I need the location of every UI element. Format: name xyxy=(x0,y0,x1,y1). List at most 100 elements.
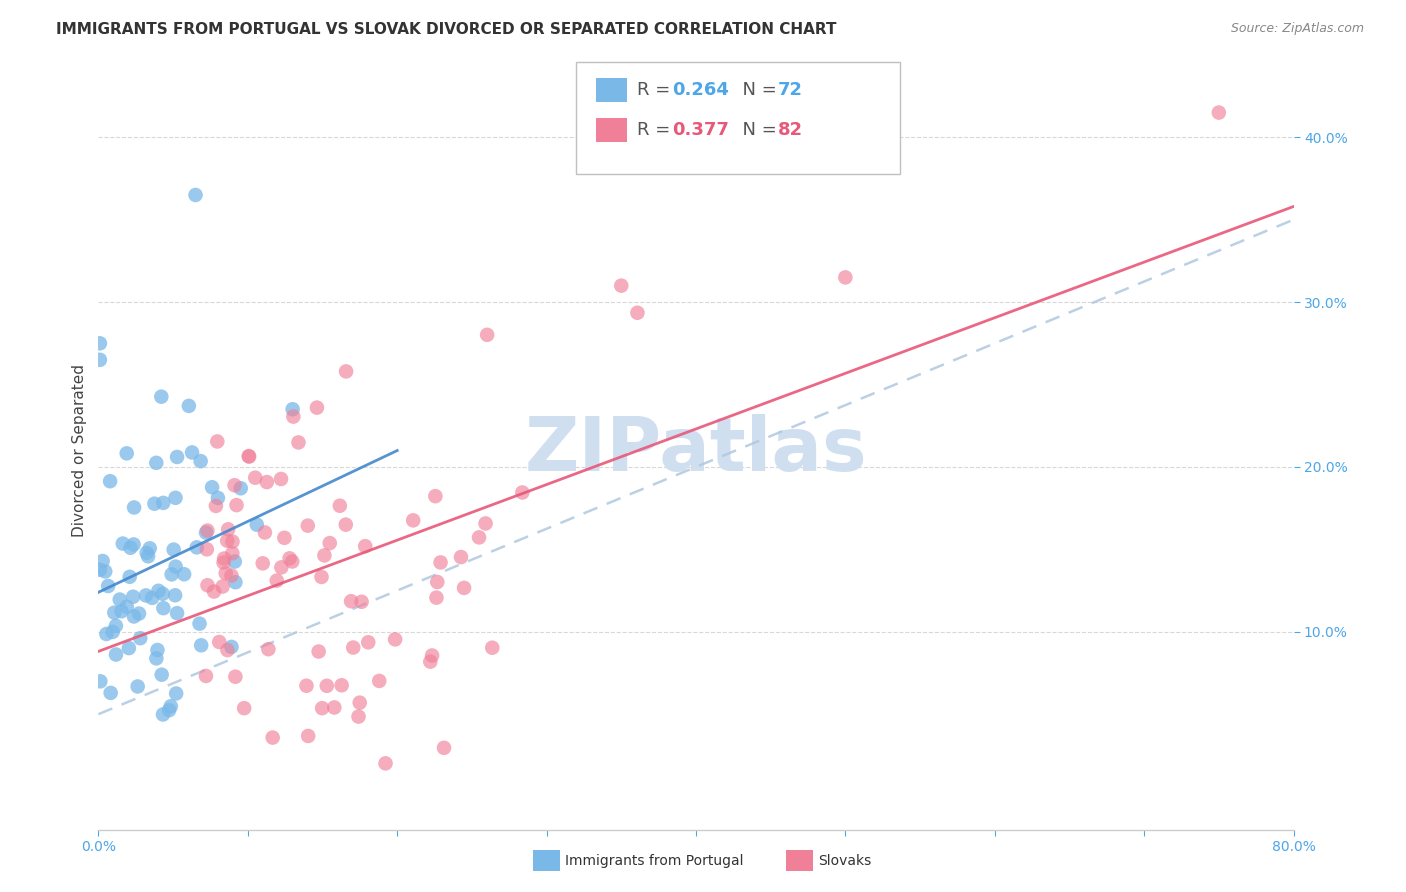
Point xyxy=(335,364,357,378)
Point xyxy=(157,703,180,717)
Point xyxy=(108,592,131,607)
Point xyxy=(115,446,138,460)
Point xyxy=(481,640,503,655)
Point xyxy=(120,541,142,555)
Point xyxy=(104,648,127,662)
Point xyxy=(96,627,118,641)
Point xyxy=(315,679,337,693)
Point xyxy=(208,635,231,649)
Point xyxy=(163,542,186,557)
Point xyxy=(429,556,451,570)
Point xyxy=(350,595,373,609)
Text: 0.264: 0.264 xyxy=(672,81,728,99)
Point xyxy=(143,497,166,511)
Point xyxy=(141,591,163,605)
Text: N =: N = xyxy=(731,121,783,139)
Point xyxy=(224,555,246,569)
Point xyxy=(207,491,229,505)
Point xyxy=(188,616,211,631)
Point xyxy=(152,707,174,722)
Point xyxy=(305,401,328,415)
Point xyxy=(89,563,111,577)
Point xyxy=(159,699,181,714)
Point xyxy=(184,188,207,202)
Point xyxy=(111,536,134,550)
Point xyxy=(202,584,225,599)
Point xyxy=(212,556,235,570)
Point xyxy=(238,449,260,463)
Text: N =: N = xyxy=(731,81,783,99)
Point xyxy=(475,327,498,342)
Point xyxy=(368,673,391,688)
Point xyxy=(173,567,195,582)
Point xyxy=(103,606,125,620)
Point xyxy=(145,651,167,665)
Point xyxy=(127,680,149,694)
Point xyxy=(190,638,212,652)
Point xyxy=(311,570,333,584)
Point xyxy=(122,537,145,551)
Point xyxy=(512,485,534,500)
Point xyxy=(150,390,173,404)
Point xyxy=(329,499,352,513)
Point xyxy=(626,306,648,320)
Point xyxy=(297,518,319,533)
Point xyxy=(252,557,274,571)
Point xyxy=(374,756,396,771)
Point xyxy=(160,567,183,582)
Point xyxy=(419,655,441,669)
Point xyxy=(190,454,212,468)
Point xyxy=(165,686,187,700)
Point xyxy=(205,499,228,513)
Text: Immigrants from Portugal: Immigrants from Portugal xyxy=(565,854,744,868)
Point xyxy=(186,541,208,555)
Point xyxy=(217,643,239,657)
Point xyxy=(100,686,122,700)
Point xyxy=(217,522,239,536)
Point xyxy=(221,568,243,582)
Point xyxy=(135,589,157,603)
Point xyxy=(224,670,246,684)
Point xyxy=(426,574,449,589)
Point xyxy=(262,731,284,745)
Point xyxy=(281,402,304,417)
Point xyxy=(94,565,117,579)
Point xyxy=(229,481,252,495)
Point xyxy=(139,541,162,556)
Point xyxy=(148,583,170,598)
Point xyxy=(129,631,152,645)
Point xyxy=(207,434,229,449)
Point xyxy=(181,445,204,459)
Point xyxy=(342,640,364,655)
Point xyxy=(165,491,187,505)
Point xyxy=(347,709,370,723)
Point xyxy=(450,550,472,565)
Point xyxy=(166,450,188,464)
Point xyxy=(166,606,188,620)
Point xyxy=(165,559,187,574)
Point xyxy=(335,517,357,532)
Point xyxy=(221,546,243,560)
Point xyxy=(118,570,141,584)
Text: R =: R = xyxy=(637,121,676,139)
Text: 72: 72 xyxy=(778,81,803,99)
Text: 82: 82 xyxy=(778,121,803,139)
Point xyxy=(118,641,141,656)
Point xyxy=(201,480,224,494)
Point xyxy=(89,336,111,351)
Point xyxy=(425,489,447,503)
Point xyxy=(122,500,145,515)
Y-axis label: Divorced or Separated: Divorced or Separated xyxy=(72,364,87,537)
Point xyxy=(257,642,280,657)
Point xyxy=(122,590,145,604)
Point xyxy=(136,549,159,564)
Point xyxy=(402,513,425,527)
Point xyxy=(281,554,304,568)
Point xyxy=(453,581,475,595)
Point xyxy=(474,516,496,531)
Point xyxy=(270,472,292,486)
Point xyxy=(115,599,138,614)
Text: ZIPatlas: ZIPatlas xyxy=(524,414,868,487)
Text: IMMIGRANTS FROM PORTUGAL VS SLOVAK DIVORCED OR SEPARATED CORRELATION CHART: IMMIGRANTS FROM PORTUGAL VS SLOVAK DIVOR… xyxy=(56,22,837,37)
Point xyxy=(610,278,633,293)
